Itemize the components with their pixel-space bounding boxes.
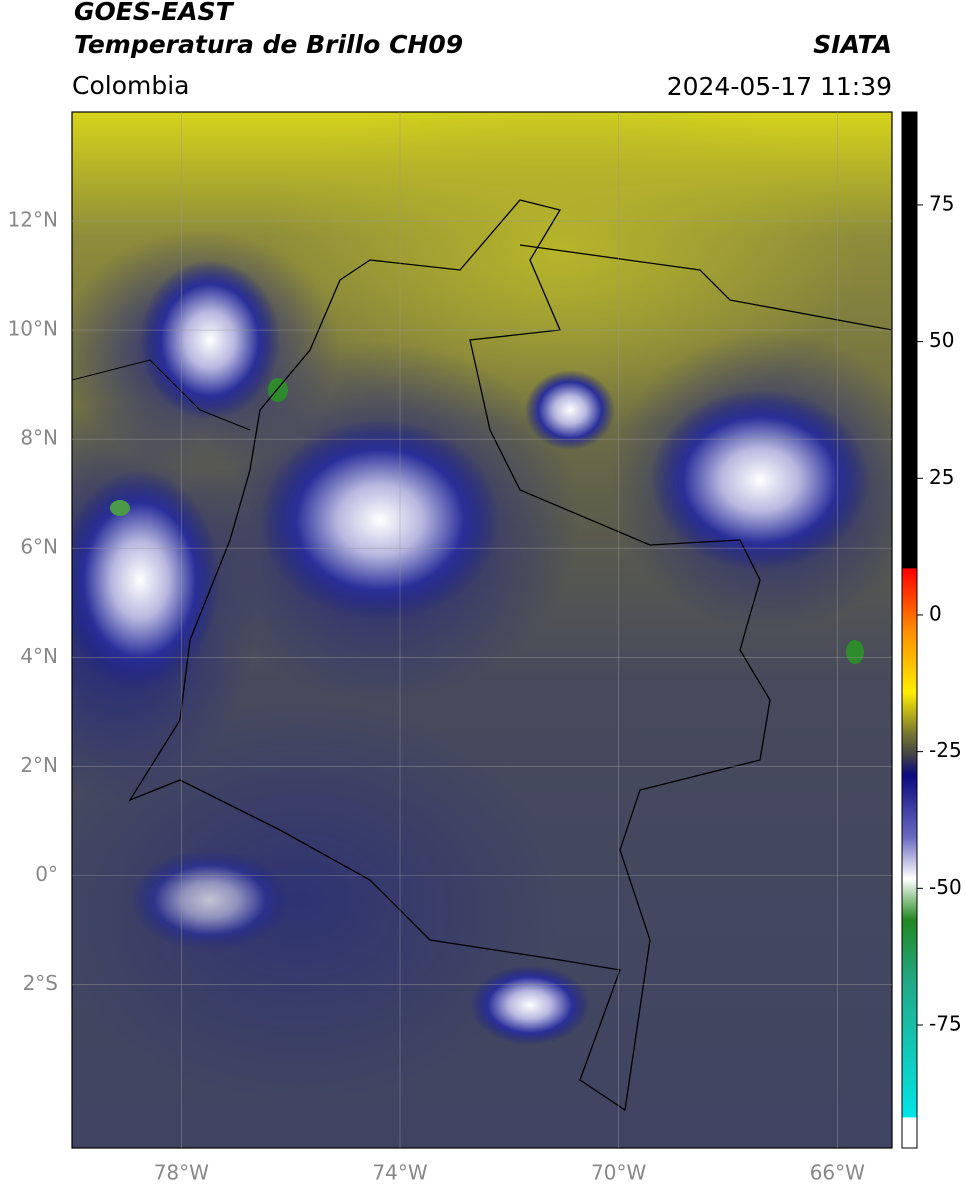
lon-tick-label: 70°W (591, 1161, 646, 1185)
colorbar-tick-label: -50 (929, 875, 962, 899)
lat-tick-label: 8°N (20, 426, 58, 450)
lon-tick-label: 78°W (154, 1161, 209, 1185)
colorbar-tick-label: -25 (929, 738, 962, 762)
lat-tick-label: 12°N (8, 208, 58, 232)
colorbar-tick-label: 0 (929, 601, 942, 625)
lat-tick-label: 0° (35, 862, 58, 886)
title: GOES-EAST (74, 0, 235, 26)
colorbar-tick-label: -75 (929, 1011, 962, 1035)
lat-tick-label: 2°S (23, 971, 58, 995)
lat-tick-label: 10°N (8, 317, 58, 341)
lat-tick-label: 6°N (20, 535, 58, 559)
map-frame (71, 111, 893, 1149)
datetime: 2024-05-17 11:39 (667, 72, 892, 101)
colorbar-tick-label: 50 (929, 328, 954, 352)
subtitle: Temperatura de Brillo CH09 (74, 30, 463, 59)
colorbar-tick-label: 25 (929, 465, 954, 489)
colorbar-tick-label: 75 (929, 191, 954, 215)
region: Colombia (72, 71, 189, 100)
lon-tick-label: 66°W (810, 1161, 865, 1185)
lat-tick-label: 2°N (20, 753, 58, 777)
satellite-image (72, 112, 892, 1148)
lon-tick-label: 74°W (372, 1161, 427, 1185)
colorbar (901, 111, 918, 1149)
lat-tick-label: 4°N (20, 644, 58, 668)
source: SIATA (813, 30, 892, 59)
